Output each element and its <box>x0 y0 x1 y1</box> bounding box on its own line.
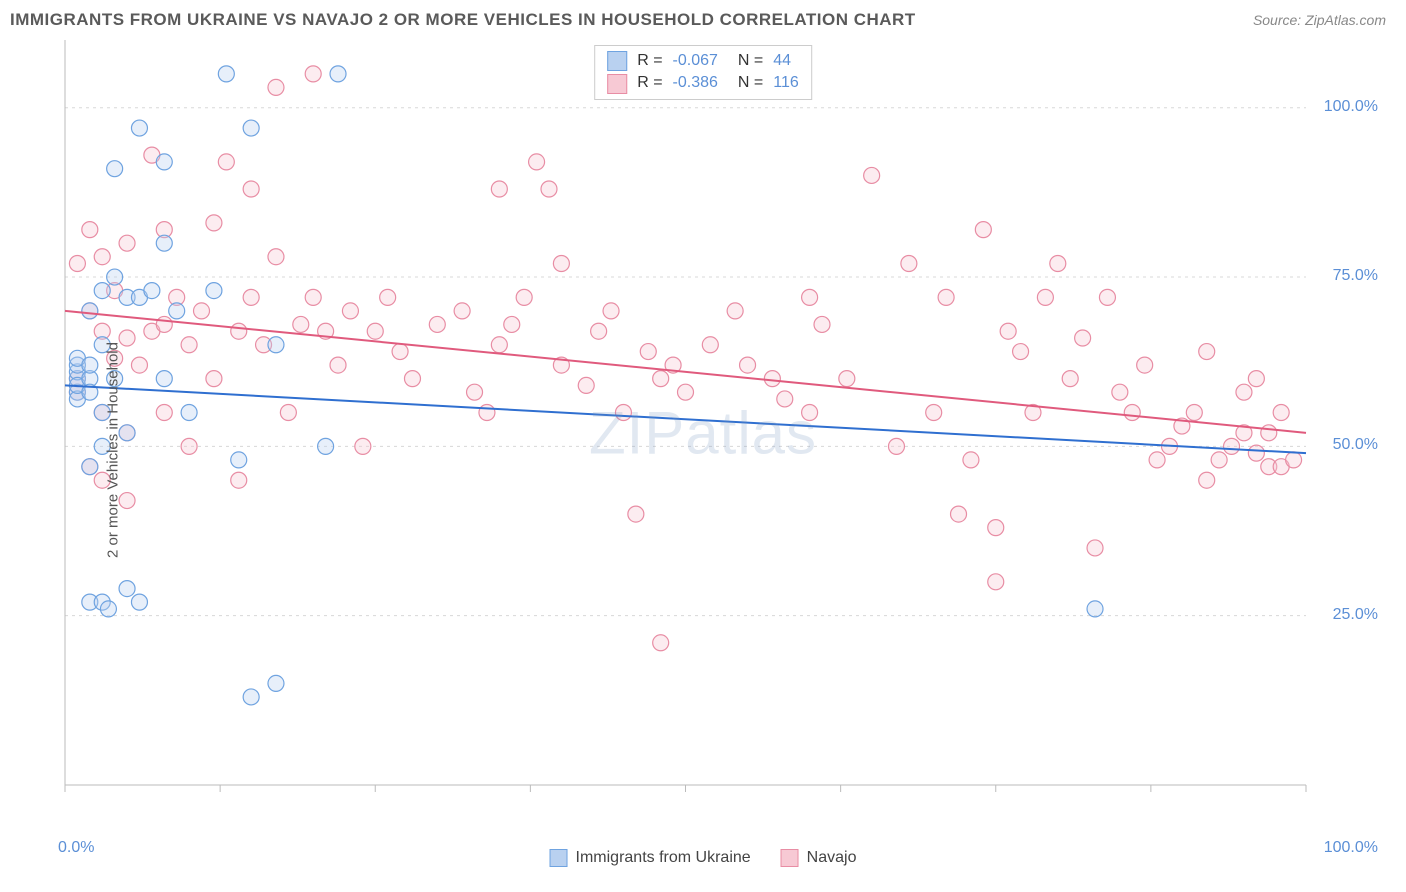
legend-swatch-ukraine <box>607 51 627 71</box>
legend-r-label: R = <box>637 72 662 94</box>
legend-label: Immigrants from Ukraine <box>576 849 751 867</box>
legend-swatch-navajo <box>781 849 799 867</box>
legend-swatch-navajo <box>607 74 627 94</box>
legend-swatch-ukraine <box>550 849 568 867</box>
x-axis-min: 0.0% <box>58 839 94 857</box>
legend-stats-row: R = -0.386 N = 116 <box>607 72 799 94</box>
chart-title: IMMIGRANTS FROM UKRAINE VS NAVAJO 2 OR M… <box>10 10 916 30</box>
source-label: Source: ZipAtlas.com <box>1253 12 1386 28</box>
legend-stats: R = -0.067 N = 44 R = -0.386 N = 116 <box>594 45 812 100</box>
legend-n-value: 116 <box>773 72 799 94</box>
y-axis-label: 2 or more Vehicles in Household <box>104 342 121 558</box>
x-axis-max: 100.0% <box>1324 839 1378 857</box>
y-tick-label: 100.0% <box>1324 98 1378 116</box>
legend-label: Navajo <box>807 849 857 867</box>
legend-item-navajo: Navajo <box>781 849 857 867</box>
legend-r-value: -0.067 <box>673 50 718 72</box>
y-tick-label: 75.0% <box>1333 267 1378 285</box>
legend-r-value: -0.386 <box>673 72 718 94</box>
header: IMMIGRANTS FROM UKRAINE VS NAVAJO 2 OR M… <box>0 0 1406 35</box>
chart-area: 2 or more Vehicles in Household ZIPatlas… <box>10 35 1396 865</box>
y-tick-label: 50.0% <box>1333 436 1378 454</box>
legend-series: Immigrants from Ukraine Navajo <box>550 849 857 867</box>
legend-item-ukraine: Immigrants from Ukraine <box>550 849 751 867</box>
legend-n-value: 44 <box>773 50 791 72</box>
scatter-plot <box>10 35 1396 825</box>
y-tick-label: 25.0% <box>1333 606 1378 624</box>
legend-n-label: N = <box>738 72 763 94</box>
legend-r-label: R = <box>637 50 662 72</box>
legend-stats-row: R = -0.067 N = 44 <box>607 50 799 72</box>
legend-n-label: N = <box>738 50 763 72</box>
